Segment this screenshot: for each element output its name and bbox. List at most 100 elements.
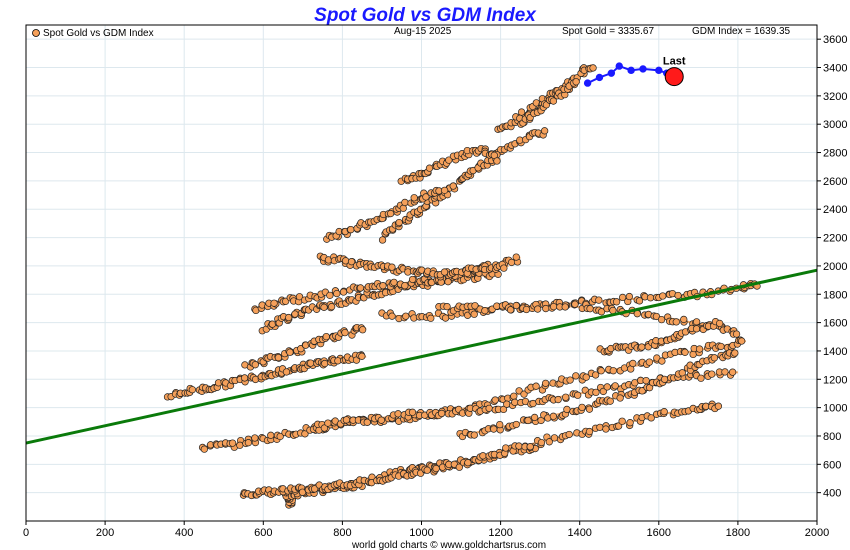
history-point — [490, 425, 498, 433]
y-tick-label: 600 — [823, 459, 841, 471]
history-point — [386, 209, 395, 218]
history-point — [479, 452, 487, 460]
history-point — [589, 64, 597, 72]
history-point — [274, 353, 283, 362]
history-point — [532, 382, 540, 390]
history-point — [510, 392, 518, 400]
history-point — [659, 292, 667, 300]
history-point — [545, 438, 553, 446]
recent-point — [627, 66, 635, 75]
history-point — [503, 400, 511, 408]
history-point — [390, 278, 398, 287]
history-point — [626, 419, 634, 427]
x-tick-label: 600 — [254, 527, 272, 539]
history-point — [401, 281, 409, 290]
history-point — [680, 315, 688, 324]
x-tick-label: 1600 — [647, 527, 671, 539]
recent-point — [583, 79, 592, 87]
history-point — [408, 275, 417, 284]
history-point — [493, 157, 501, 165]
history-series — [163, 63, 761, 509]
history-point — [502, 444, 510, 452]
history-point — [562, 393, 570, 401]
history-point — [512, 253, 520, 261]
history-point — [270, 299, 278, 307]
history-point — [681, 348, 689, 356]
history-point — [347, 258, 356, 266]
history-point — [356, 284, 365, 292]
y-tick-label: 1200 — [823, 374, 847, 386]
recent-point — [607, 69, 616, 77]
history-point — [432, 464, 440, 473]
history-point — [395, 218, 403, 227]
last-point-marker — [664, 67, 684, 87]
y-tick-label: 2800 — [823, 148, 847, 160]
history-point — [228, 439, 237, 447]
history-point — [692, 325, 701, 333]
history-point — [363, 418, 371, 426]
history-point — [697, 374, 705, 382]
last-label: Last — [663, 56, 686, 68]
x-tick-label: 400 — [175, 527, 193, 539]
history-point — [342, 416, 351, 424]
history-point — [327, 303, 336, 311]
history-point — [517, 108, 526, 116]
history-point — [334, 357, 342, 365]
x-tick-label: 0 — [23, 527, 29, 539]
history-point — [512, 301, 520, 310]
history-point — [542, 304, 550, 313]
history-point — [585, 405, 594, 413]
y-tick-label: 400 — [823, 488, 841, 500]
history-point — [515, 442, 523, 450]
history-point — [341, 328, 349, 337]
history-point — [602, 425, 610, 433]
history-point — [646, 294, 655, 302]
x-tick-label: 2000 — [805, 527, 829, 539]
history-point — [286, 348, 294, 356]
history-point — [618, 417, 626, 425]
history-point — [512, 420, 520, 429]
history-point — [652, 312, 661, 321]
history-point — [481, 307, 489, 315]
history-point — [388, 312, 396, 320]
y-tick-label: 800 — [823, 431, 841, 443]
history-point — [379, 282, 387, 290]
history-point — [571, 300, 579, 308]
history-point — [394, 410, 402, 418]
history-point — [625, 292, 634, 301]
history-point — [566, 376, 574, 384]
history-point — [586, 305, 594, 313]
history-point — [572, 372, 580, 380]
history-point — [731, 349, 739, 357]
history-point — [326, 291, 334, 300]
history-point — [410, 194, 418, 202]
history-point — [507, 258, 516, 267]
history-point — [236, 441, 244, 449]
y-tick-label: 2000 — [823, 261, 847, 273]
history-point — [358, 326, 367, 334]
history-point — [645, 358, 654, 366]
history-point — [324, 419, 332, 427]
history-point — [708, 370, 716, 378]
history-point — [491, 396, 499, 404]
chart-title: Spot Gold vs GDM Index — [314, 5, 537, 26]
y-tick-label: 2600 — [823, 176, 847, 188]
history-point — [534, 305, 542, 313]
recent-point — [615, 62, 623, 70]
history-point — [443, 302, 451, 311]
history-point — [470, 310, 478, 318]
x-axis: 0 200 400 600 800 1000 1200 1400 1600 1800 2000 — [23, 521, 829, 539]
y-tick-label: 1400 — [823, 346, 847, 358]
y-tick-label: 3600 — [823, 34, 847, 46]
history-point — [485, 404, 493, 412]
history-point — [629, 359, 637, 368]
gdm-index-value: GDM Index = 1639.35 — [692, 26, 791, 37]
history-point — [585, 427, 594, 436]
history-point — [561, 303, 569, 311]
history-point — [402, 312, 410, 320]
history-point — [635, 297, 644, 305]
history-point — [642, 376, 650, 385]
history-point — [188, 386, 197, 394]
history-point — [470, 431, 478, 439]
history-point — [339, 288, 348, 296]
